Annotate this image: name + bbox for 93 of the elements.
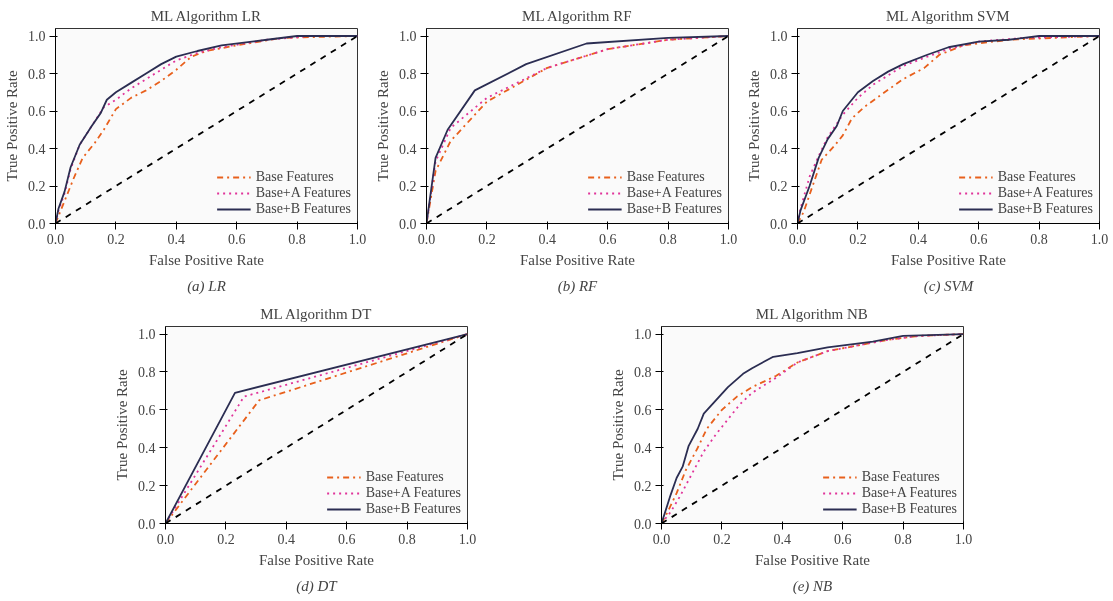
legend-label: Base+A Features: [365, 485, 461, 501]
legend-label: Base+B Features: [365, 501, 461, 517]
y-tick-label: 0.8: [399, 66, 417, 82]
y-tick-label: 0.0: [770, 216, 788, 232]
legend-label: Base Features: [255, 169, 334, 185]
y-tick-label: 0.2: [770, 179, 788, 194]
legend-label: Base+B Features: [626, 201, 722, 217]
x-tick-label: 0.4: [277, 531, 296, 547]
chart-title: ML Algorithm DT: [260, 305, 372, 322]
x-axis-title: False Positive Rate: [149, 251, 265, 268]
x-tick-label: 0.2: [478, 231, 496, 247]
text: (c) SVM: [923, 277, 975, 295]
y-axis-title: True Positive Rate: [4, 70, 20, 182]
y-tick-label: 1.0: [634, 327, 652, 343]
legend-label: Base+B Features: [861, 501, 957, 517]
x-tick-label: 1.0: [458, 531, 477, 547]
text: (d) DT: [296, 577, 339, 595]
x-axis-title: False Positive Rate: [259, 551, 375, 568]
y-axis-title: True Positive Rate: [375, 70, 391, 182]
x-tick-label: 0.0: [46, 231, 65, 247]
y-tick-label: 0.8: [28, 66, 46, 82]
x-tick-label: 0.6: [337, 531, 356, 547]
x-tick-label: 0.2: [217, 531, 235, 547]
legend-label: Base Features: [861, 469, 940, 485]
y-tick-label: 0.0: [28, 216, 46, 232]
x-tick-label: 0.0: [788, 231, 807, 247]
y-tick-label: 0.4: [28, 141, 46, 157]
y-tick-label: 0.4: [634, 440, 652, 456]
y-tick-label: 1.0: [399, 29, 417, 44]
x-tick-label: 0.0: [417, 231, 436, 247]
y-tick-label: 0.8: [138, 364, 156, 380]
x-axis-title: False Positive Rate: [520, 251, 636, 268]
y-tick-label: 0.0: [138, 516, 156, 532]
chart-title: ML Algorithm SVM: [886, 7, 1010, 24]
legend-label: Base Features: [626, 169, 705, 185]
y-tick-label: 0.2: [399, 179, 417, 194]
x-tick-label: 0.8: [288, 231, 306, 247]
y-tick-label: 0.6: [770, 104, 788, 119]
y-tick-label: 1.0: [28, 29, 46, 44]
y-tick-label: 0.6: [28, 104, 46, 119]
x-tick-label: 1.0: [719, 231, 738, 247]
y-axis-title: True Positive Rate: [746, 70, 762, 182]
x-axis-title: False Positive Rate: [755, 551, 871, 568]
x-axis-title: False Positive Rate: [891, 251, 1007, 268]
x-tick-label: 0.6: [598, 231, 617, 247]
x-tick-label: 0.6: [969, 231, 988, 247]
legend-label: Base Features: [365, 469, 444, 485]
x-tick-label: 0.8: [659, 231, 677, 247]
x-tick-label: 0.4: [167, 231, 186, 247]
legend-label: Base+A Features: [861, 485, 957, 501]
y-tick-label: 0.4: [399, 141, 417, 157]
y-tick-label: 0.0: [634, 516, 652, 532]
legend-label: Base+A Features: [255, 185, 351, 201]
y-tick-label: 1.0: [138, 327, 156, 343]
y-tick-label: 0.4: [138, 440, 156, 456]
x-tick-label: 0.2: [713, 531, 731, 547]
chart-title: ML Algorithm NB: [755, 305, 868, 322]
x-tick-label: 0.4: [538, 231, 557, 247]
x-tick-label: 0.2: [849, 231, 867, 247]
x-tick-label: 0.4: [909, 231, 928, 247]
x-tick-label: 0.2: [107, 231, 125, 247]
y-tick-label: 0.8: [770, 66, 788, 82]
x-tick-label: 0.6: [227, 231, 246, 247]
y-tick-label: 0.6: [634, 402, 652, 418]
y-tick-label: 0.2: [138, 478, 156, 494]
legend-label: Base+A Features: [626, 185, 722, 201]
y-tick-label: 0.2: [634, 478, 652, 494]
chart-title: ML Algorithm LR: [150, 7, 261, 24]
y-tick-label: 0.2: [28, 179, 46, 194]
x-tick-label: 0.6: [833, 531, 852, 547]
x-tick-label: 0.8: [1030, 231, 1048, 247]
x-tick-label: 1.0: [954, 531, 973, 547]
y-tick-label: 0.6: [138, 402, 156, 418]
y-axis-title: True Positive Rate: [114, 369, 130, 481]
x-tick-label: 1.0: [1090, 231, 1109, 247]
y-tick-label: 0.8: [634, 364, 652, 380]
y-tick-label: 1.0: [770, 29, 788, 44]
y-tick-label: 0.0: [399, 216, 417, 232]
x-tick-label: 0.0: [652, 531, 671, 547]
legend-label: Base+A Features: [997, 185, 1093, 201]
y-tick-label: 0.6: [399, 104, 417, 119]
legend-label: Base+B Features: [997, 201, 1093, 217]
chart-title: ML Algorithm RF: [522, 7, 632, 24]
legend-label: Base Features: [997, 169, 1076, 185]
x-tick-label: 0.0: [156, 531, 175, 547]
text: (a) LR: [187, 277, 226, 295]
y-tick-label: 0.4: [770, 141, 788, 157]
y-axis-title: True Positive Rate: [610, 369, 626, 481]
text: (b) RF: [557, 277, 599, 295]
legend-label: Base+B Features: [255, 201, 351, 217]
x-tick-label: 1.0: [348, 231, 367, 247]
text: (e) NB: [792, 577, 833, 595]
x-tick-label: 0.8: [894, 531, 912, 547]
